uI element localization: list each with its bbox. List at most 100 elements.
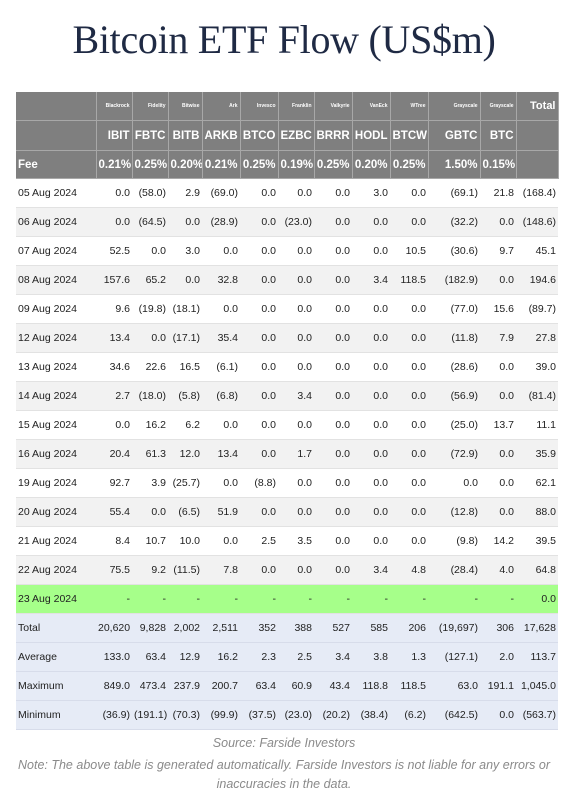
row-total: 39.5 (516, 526, 558, 556)
flow-cell: (28.9) (202, 207, 240, 237)
flow-cell: 9.2 (132, 555, 168, 585)
row-total: 88.0 (516, 497, 558, 527)
flow-cell: 0.0 (390, 439, 428, 469)
summary-cell: 16.2 (202, 642, 240, 672)
flow-cell: - (352, 584, 390, 614)
table-row: 06 Aug 2024 0.0 (64.5) 0.0 (28.9) 0.0 (23.0) 0.… (16, 207, 558, 237)
flow-cell: 0.0 (352, 410, 390, 440)
row-date: 09 Aug 2024 (16, 294, 96, 324)
summary-cell: (20.2) (314, 700, 352, 730)
summary-cell: (23.0) (278, 700, 314, 730)
flow-cell: 0.0 (314, 207, 352, 237)
flow-cell: 34.6 (96, 352, 132, 382)
ticker-header: BTCO (240, 120, 279, 151)
table-row: 19 Aug 2024 92.7 3.9 (25.7) 0.0 (8.8) 0.0 0.0 0.… (16, 468, 558, 498)
row-date: 15 Aug 2024 (16, 410, 96, 440)
row-total: 64.8 (516, 555, 558, 585)
issuer-name: Blackrock (96, 92, 133, 121)
summary-cell: 63.0 (428, 671, 480, 701)
summary-cell: (38.4) (352, 700, 390, 730)
flow-cell: (5.8) (168, 381, 202, 411)
table-row: 09 Aug 2024 9.6 (19.8) (18.1) 0.0 0.0 0.0 0.0 0.… (16, 294, 558, 324)
summary-cell: 60.9 (278, 671, 314, 701)
row-date: 14 Aug 2024 (16, 381, 96, 411)
flow-cell: (28.6) (428, 352, 480, 382)
flow-cell: 0.0 (168, 265, 202, 295)
issuer-name: Grayscale (428, 92, 481, 121)
summary-cell: (36.9) (96, 700, 132, 730)
flow-cell: 3.4 (352, 265, 390, 295)
row-total: 35.9 (516, 439, 558, 469)
summary-cell: (37.5) (240, 700, 278, 730)
flow-cell: 0.0 (278, 497, 314, 527)
flow-cell: - (202, 584, 240, 614)
flow-cell: 16.5 (168, 352, 202, 382)
summary-cell: 352 (240, 613, 278, 643)
table-row: 20 Aug 2024 55.4 0.0 (6.5) 51.9 0.0 0.0 0.0 0.0 0… (16, 497, 558, 527)
row-total: 45.1 (516, 236, 558, 266)
table-row: 12 Aug 2024 13.4 0.0 (17.1) 35.4 0.0 0.0 0.0 0.0… (16, 323, 558, 353)
flow-cell: 3.4 (352, 555, 390, 585)
ticker-header: FBTC (132, 120, 169, 151)
fee-label: Fee (16, 150, 97, 179)
flow-cell: 0.0 (202, 410, 240, 440)
flow-cell: (182.9) (428, 265, 480, 295)
flow-cell: (58.0) (132, 178, 168, 208)
summary-cell: (642.5) (428, 700, 480, 730)
row-date: 05 Aug 2024 (16, 178, 96, 208)
flow-cell: (18.0) (132, 381, 168, 411)
flow-cell: 0.0 (352, 236, 390, 266)
flow-cell: 51.9 (202, 497, 240, 527)
flow-cell: 10.7 (132, 526, 168, 556)
fee-value: 0.21% (96, 150, 133, 179)
total-column-header: Total (516, 92, 559, 121)
table-row: 15 Aug 2024 0.0 16.2 6.2 0.0 0.0 0.0 0.0 0.0 0.0(… (16, 410, 558, 440)
flow-cell: 0.0 (352, 323, 390, 353)
fee-value: 0.20% (352, 150, 391, 179)
flow-cell: (11.8) (428, 323, 480, 353)
flow-cell: 3.0 (168, 236, 202, 266)
summary-total: (563.7) (516, 700, 558, 730)
summary-label: Maximum (16, 671, 96, 701)
summary-cell: 133.0 (96, 642, 132, 672)
flow-cell: (72.9) (428, 439, 480, 469)
ticker-header: BTC (480, 120, 517, 151)
flow-cell: 0.0 (240, 439, 278, 469)
summary-cell: 118.5 (390, 671, 428, 701)
flow-cell: (64.5) (132, 207, 168, 237)
summary-cell: 200.7 (202, 671, 240, 701)
flow-cell: 3.9 (132, 468, 168, 498)
flow-cell: 118.5 (390, 265, 428, 295)
flow-cell: 0.0 (428, 468, 480, 498)
flow-cell: 0.0 (314, 178, 352, 208)
flow-cell: 0.0 (240, 236, 278, 266)
flow-cell: (6.8) (202, 381, 240, 411)
flow-cell: - (390, 584, 428, 614)
summary-label: Average (16, 642, 96, 672)
flow-cell: 0.0 (352, 294, 390, 324)
flow-cell: (17.1) (168, 323, 202, 353)
flow-cell: 9.7 (480, 236, 516, 266)
flow-cell: (11.5) (168, 555, 202, 585)
flow-cell: (8.8) (240, 468, 278, 498)
row-date: 21 Aug 2024 (16, 526, 96, 556)
flow-cell: 0.0 (352, 207, 390, 237)
row-date: 13 Aug 2024 (16, 352, 96, 382)
issuer-name: WTree (390, 92, 429, 121)
flow-cell: 0.0 (352, 381, 390, 411)
row-date: 20 Aug 2024 (16, 497, 96, 527)
header-corner (16, 120, 97, 151)
flow-cell: 15.6 (480, 294, 516, 324)
ticker-header-row: IBIT FBTC BITB ARKB BTCO EZBC BRRR HODL BTCW GBTC… (16, 120, 559, 151)
fee-value: 0.19% (278, 150, 315, 179)
flow-cell: (77.0) (428, 294, 480, 324)
summary-cell: 585 (352, 613, 390, 643)
issuer-name: Grayscale (480, 92, 517, 121)
flow-cell: 0.0 (132, 497, 168, 527)
summary-cell: (191.1) (132, 700, 168, 730)
summary-cell: 206 (390, 613, 428, 643)
flow-cell: 0.0 (202, 236, 240, 266)
table-row: 08 Aug 2024 157.6 65.2 0.0 32.8 0.0 0.0 0.0 3.4 1… (16, 265, 558, 295)
flow-cell: - (96, 584, 132, 614)
flow-cell: 0.0 (240, 323, 278, 353)
